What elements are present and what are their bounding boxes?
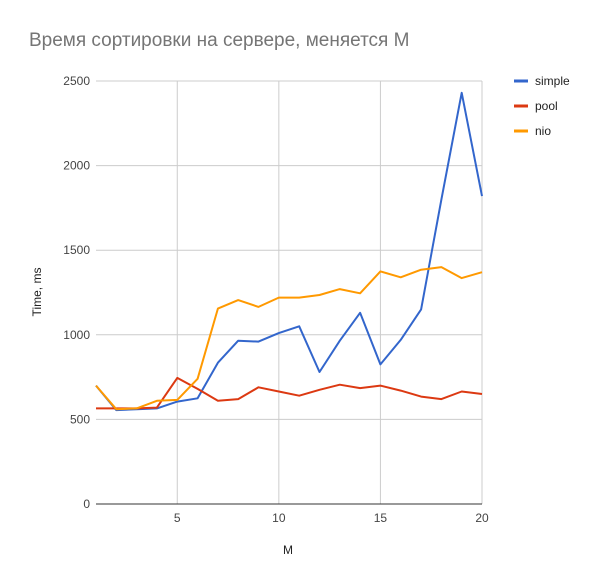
- y-tick-label: 1000: [63, 328, 90, 342]
- y-tick-label: 0: [83, 497, 90, 511]
- legend-label-nio: nio: [535, 124, 551, 138]
- legend: simple pool nio: [514, 74, 570, 138]
- x-tick-label: 5: [174, 511, 181, 525]
- chart-title: Время сортировки на сервере, меняется M: [29, 30, 410, 51]
- x-axis-title: M: [283, 543, 293, 557]
- y-tick-label: 2000: [63, 159, 90, 173]
- y-axis-title: Time, ms: [30, 268, 44, 317]
- y-tick-label: 1500: [63, 243, 90, 257]
- series-line-nio: [95, 266, 483, 411]
- series-lines: [95, 91, 483, 412]
- series-line-simple: [95, 91, 483, 412]
- legend-label-pool: pool: [535, 99, 558, 113]
- y-tick-label: 2500: [63, 74, 90, 88]
- x-tick-label: 20: [475, 511, 489, 525]
- x-tick-label: 10: [272, 511, 286, 525]
- series-line-pool: [96, 376, 483, 410]
- y-tick-label: 500: [70, 412, 90, 426]
- legend-label-simple: simple: [535, 74, 570, 88]
- tick-labels: 0 500 1000 1500 2000 2500 5 10 15 20: [63, 74, 489, 525]
- grid-lines: [96, 80, 483, 504]
- x-tick-label: 15: [374, 511, 388, 525]
